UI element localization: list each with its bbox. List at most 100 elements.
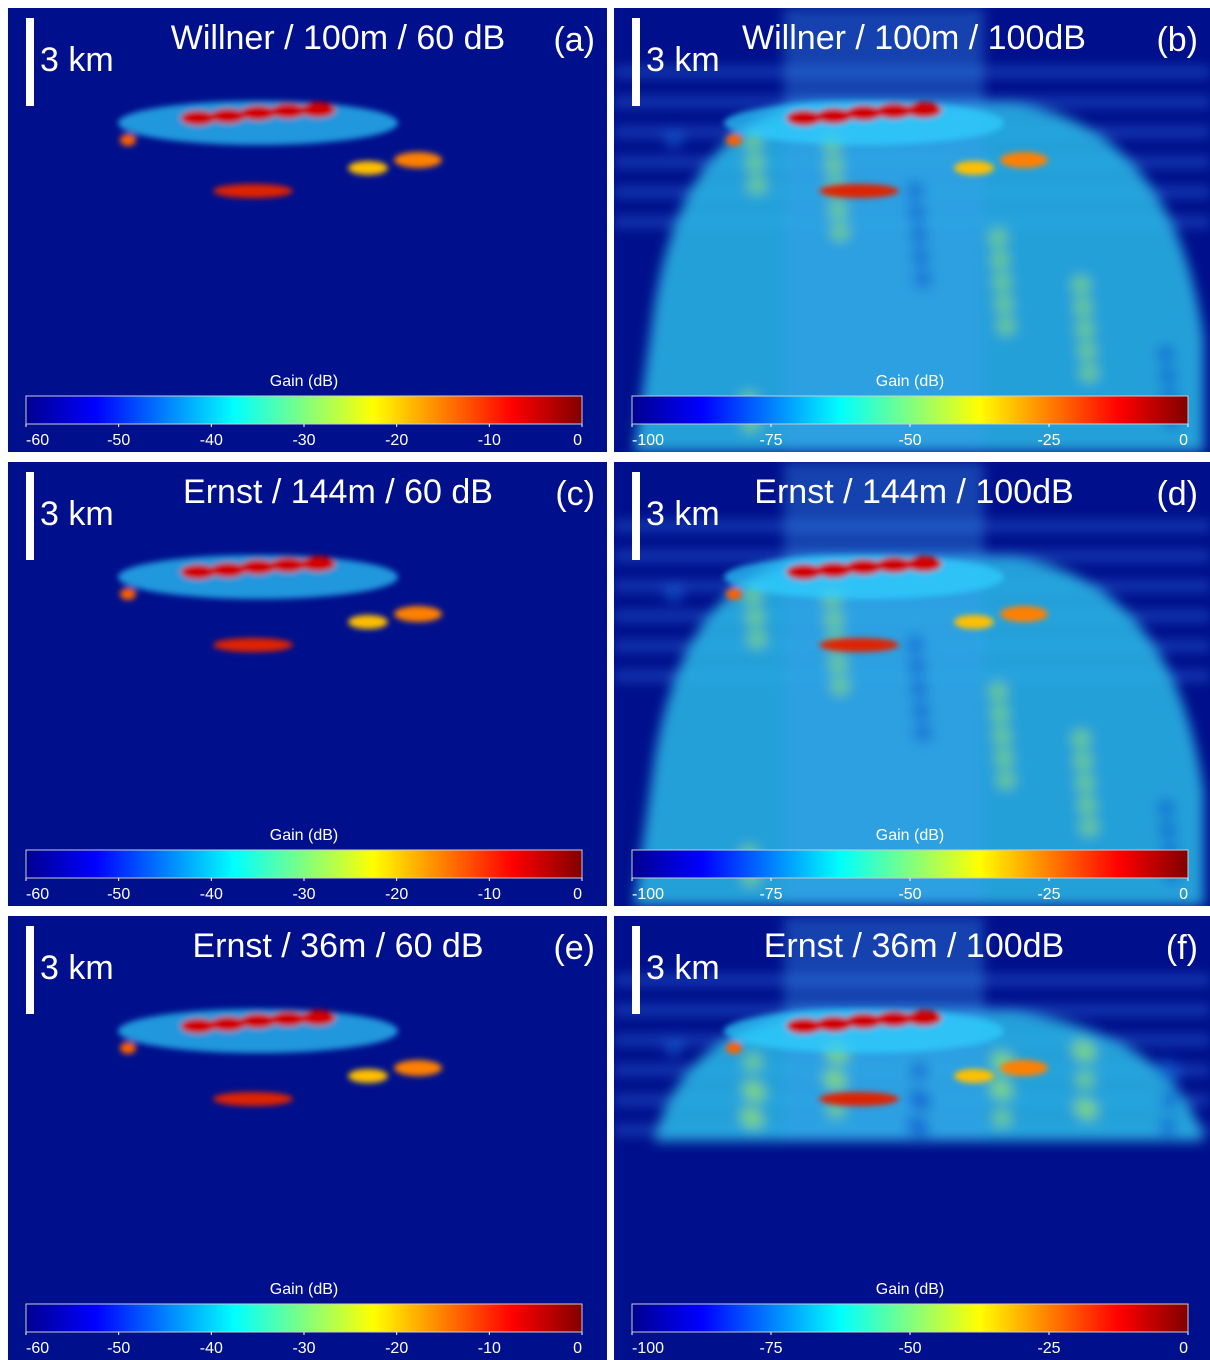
hotspots (118, 101, 442, 198)
hot (270, 1011, 306, 1027)
hot (210, 108, 246, 124)
hotspots (724, 555, 1048, 652)
colorbar-tick-label: -10 (478, 1340, 501, 1357)
scale-bar (632, 18, 640, 106)
colorbar (631, 395, 1189, 425)
hot (846, 1013, 882, 1029)
colorbar-tick-label: -40 (200, 886, 223, 903)
hot (816, 562, 852, 578)
speckle (739, 1106, 759, 1126)
speckle (994, 294, 1014, 314)
colorbar-tick-label: -25 (1037, 886, 1060, 903)
panel: 3 km Ernst / 36m / 100dB (f) Gain (dB) -100 -… (614, 916, 1210, 1360)
colorbar (631, 1303, 1189, 1333)
colorbar-tick-label: -20 (385, 432, 408, 449)
colorbar-tick-label: -40 (200, 1340, 223, 1357)
colorbar-tick-label: 0 (573, 886, 582, 903)
panel: 3 km Willner / 100m / 100dB (b) Gain (dB) -1… (614, 8, 1210, 452)
hot (819, 184, 899, 198)
speckle (911, 247, 931, 267)
speckle (909, 1061, 929, 1081)
hot (240, 105, 276, 121)
colorbar-tick-label: 0 (1179, 1340, 1188, 1357)
colorbar-tick-label: -40 (200, 432, 223, 449)
scale-bar (26, 926, 34, 1014)
scale-bar (26, 18, 34, 106)
hot (180, 1018, 216, 1034)
scale-label: 3 km (646, 495, 720, 533)
hot (210, 1016, 246, 1032)
colorbar-label: Gain (dB) (876, 827, 944, 844)
speckle (664, 582, 684, 602)
speckle (824, 156, 844, 176)
colorbar-tick-label: -50 (898, 1340, 921, 1357)
panel: 3 km Ernst / 144m / 100dB (d) Gain (dB) -100… (614, 462, 1210, 906)
warm (348, 161, 388, 175)
speckle (907, 1088, 927, 1108)
hot (210, 562, 246, 578)
scale-bar (26, 472, 34, 560)
warm (394, 152, 442, 168)
colorbar-tick-label: -30 (292, 432, 315, 449)
colorbar-tick-label: -25 (1037, 1340, 1060, 1357)
hot (819, 638, 899, 652)
hot (300, 1010, 336, 1026)
warm (1000, 152, 1048, 168)
hot (906, 102, 942, 118)
panel-title: Willner / 100m / 60 dB (171, 19, 505, 57)
speckle (988, 1077, 1008, 1097)
hot (726, 134, 742, 146)
colorbar (631, 849, 1189, 879)
beam (784, 8, 984, 452)
hot (816, 108, 852, 124)
colorbar-tick-label: -60 (26, 432, 49, 449)
hotspots (724, 1009, 1048, 1106)
speckle (828, 654, 848, 674)
panel-label: (c) (555, 475, 595, 513)
speckle (994, 748, 1014, 768)
warm (348, 1069, 388, 1083)
colorbar-tick-label: -10 (478, 432, 501, 449)
hotspots (724, 101, 1048, 198)
speckle (830, 222, 850, 242)
colorbar-tick-label: -50 (107, 886, 130, 903)
hot (213, 1092, 293, 1106)
speckle (992, 272, 1012, 292)
hotspots (118, 555, 442, 652)
warm (394, 1060, 442, 1076)
hot (726, 588, 742, 600)
speckle (747, 629, 767, 649)
colorbar-label: Gain (dB) (270, 373, 338, 390)
speckle (745, 153, 765, 173)
colorbar-tick-label: -10 (478, 886, 501, 903)
colorbar-tick-label: -75 (759, 1340, 782, 1357)
hot (180, 110, 216, 126)
speckle (664, 128, 684, 148)
colorbar-tick-label: -100 (632, 1340, 664, 1357)
speckle (907, 657, 927, 677)
colorbar-tick-label: -20 (385, 886, 408, 903)
speckle (1075, 1070, 1095, 1090)
speckle (1075, 773, 1095, 793)
warm (1000, 1060, 1048, 1076)
colorbar-tick-label: -75 (759, 886, 782, 903)
colorbar-tick-label: -20 (385, 1340, 408, 1357)
panel: 3 km Ernst / 36m / 60 dB (e) Gain (dB) -60 -5… (8, 916, 607, 1360)
hot (876, 557, 912, 573)
panel-title: Ernst / 36m / 100dB (764, 927, 1065, 965)
scale-label: 3 km (40, 495, 114, 533)
scale-label: 3 km (646, 41, 720, 79)
warm (954, 161, 994, 175)
hot (819, 1092, 899, 1106)
colorbar-tick-label: -50 (107, 432, 130, 449)
speckle (909, 225, 929, 245)
colorbar-tick-label: 0 (1179, 886, 1188, 903)
warm (348, 615, 388, 629)
panel: 3 km Ernst / 144m / 60 dB (c) Gain (dB) -60 -… (8, 462, 607, 906)
heatmap (118, 555, 442, 652)
colorbar-label: Gain (dB) (270, 1281, 338, 1298)
hot (876, 103, 912, 119)
speckle (905, 635, 925, 655)
speckle (1160, 1090, 1180, 1110)
